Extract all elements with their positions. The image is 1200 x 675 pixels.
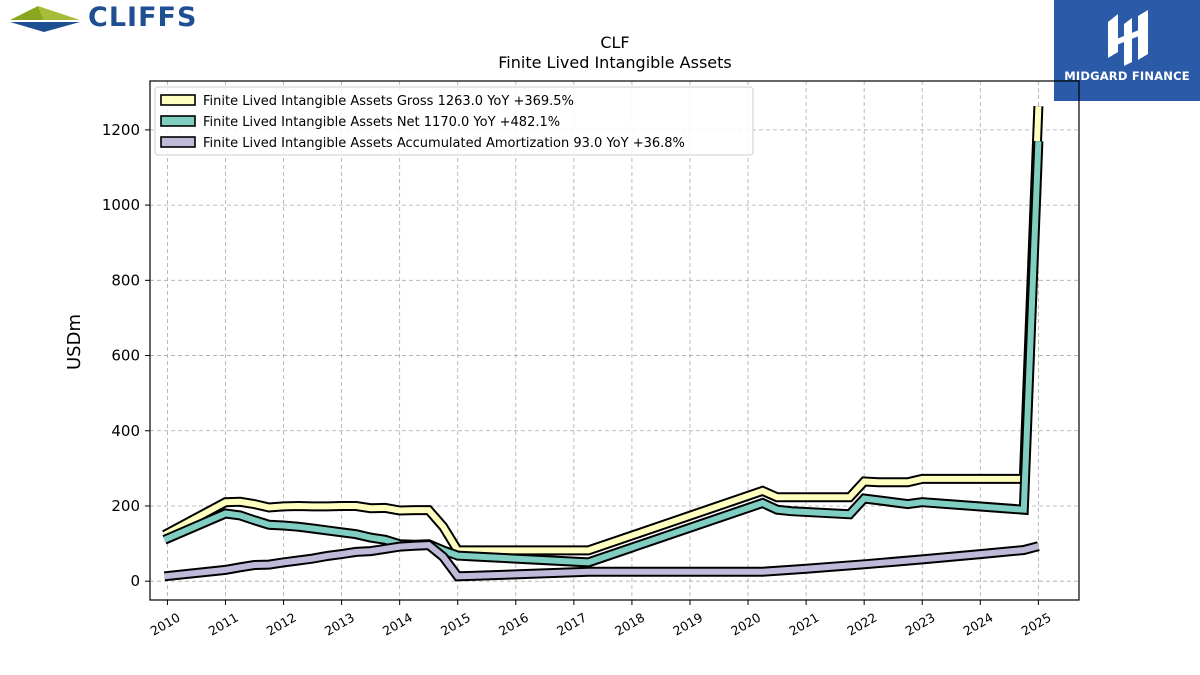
legend-swatch xyxy=(160,94,196,106)
plot-frame xyxy=(149,80,1080,601)
brand-badge-mark-icon xyxy=(1108,10,1148,66)
y-tick-label: 1000 xyxy=(102,196,140,214)
x-tick-label: 2014 xyxy=(380,610,415,639)
legend-entry: Finite Lived Intangible Assets Gross 126… xyxy=(203,94,574,109)
x-tick-label: 2016 xyxy=(496,610,531,639)
x-tick-label: 2024 xyxy=(961,610,996,639)
company-logo-mark-icon xyxy=(10,6,80,32)
series-line-outline-1 xyxy=(162,106,1044,556)
x-tick-label: 2015 xyxy=(438,610,473,639)
series-layer xyxy=(162,106,1044,582)
chart-title: CLF xyxy=(600,33,629,52)
x-tick-label: 2012 xyxy=(264,610,299,639)
y-tick-label: 0 xyxy=(130,572,140,590)
y-tick-label: 1200 xyxy=(102,121,140,139)
legend: Finite Lived Intangible Assets Gross 126… xyxy=(154,86,754,156)
x-axis: 2010 2011 2012 2013 2014 2015 2016 2017 2018 2019… xyxy=(148,600,1054,639)
legend-entry: Finite Lived Intangible Assets Accumulat… xyxy=(203,136,685,151)
legend-swatch xyxy=(160,136,196,148)
y-axis: 0 200 400 600 800 1000 1200 xyxy=(102,121,150,590)
y-axis-label: USDm xyxy=(64,314,85,370)
x-tick-label: 2013 xyxy=(322,610,357,639)
x-tick-label: 2017 xyxy=(554,610,589,639)
x-tick-label: 2025 xyxy=(1019,610,1054,639)
y-tick-label: 200 xyxy=(111,497,140,515)
x-tick-label: 2010 xyxy=(148,610,183,639)
legend-box xyxy=(154,86,754,156)
series-line-2 xyxy=(163,141,1042,566)
series-line-outline-3 xyxy=(163,540,1040,582)
grid xyxy=(150,81,1079,600)
x-tick-label: 2011 xyxy=(206,610,241,639)
y-tick-label: 600 xyxy=(111,347,140,365)
x-tick-label: 2018 xyxy=(612,610,647,639)
legend-entry: Finite Lived Intangible Assets Net 1170.… xyxy=(203,115,560,130)
y-tick-label: 400 xyxy=(111,422,140,440)
series-line-1 xyxy=(163,106,1042,554)
y-tick-label: 800 xyxy=(111,271,140,289)
brand-badge: MIDGARD FINANCE xyxy=(1054,0,1200,101)
x-tick-label: 2022 xyxy=(844,610,879,639)
x-tick-label: 2023 xyxy=(902,610,937,639)
x-tick-label: 2019 xyxy=(670,610,705,639)
chart-subtitle: Finite Lived Intangible Assets xyxy=(498,53,731,72)
company-name: CLIFFS xyxy=(88,2,198,33)
x-tick-label: 2020 xyxy=(728,610,763,639)
series-line-3 xyxy=(164,542,1040,580)
company-logo: CLIFFS xyxy=(0,0,260,40)
legend-swatch xyxy=(160,115,196,127)
series-line-outline-2 xyxy=(162,141,1044,568)
brand-badge-name: MIDGARD FINANCE xyxy=(1064,69,1190,83)
x-tick-label: 2021 xyxy=(786,610,821,639)
